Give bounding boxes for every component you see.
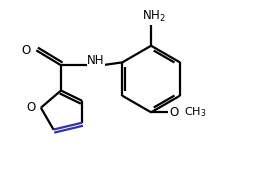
Text: O: O [26, 101, 36, 114]
Text: NH$_2$: NH$_2$ [142, 9, 166, 24]
Text: O: O [169, 106, 178, 119]
Text: NH: NH [87, 54, 105, 67]
Text: CH$_3$: CH$_3$ [184, 105, 207, 119]
Text: O: O [21, 44, 30, 57]
